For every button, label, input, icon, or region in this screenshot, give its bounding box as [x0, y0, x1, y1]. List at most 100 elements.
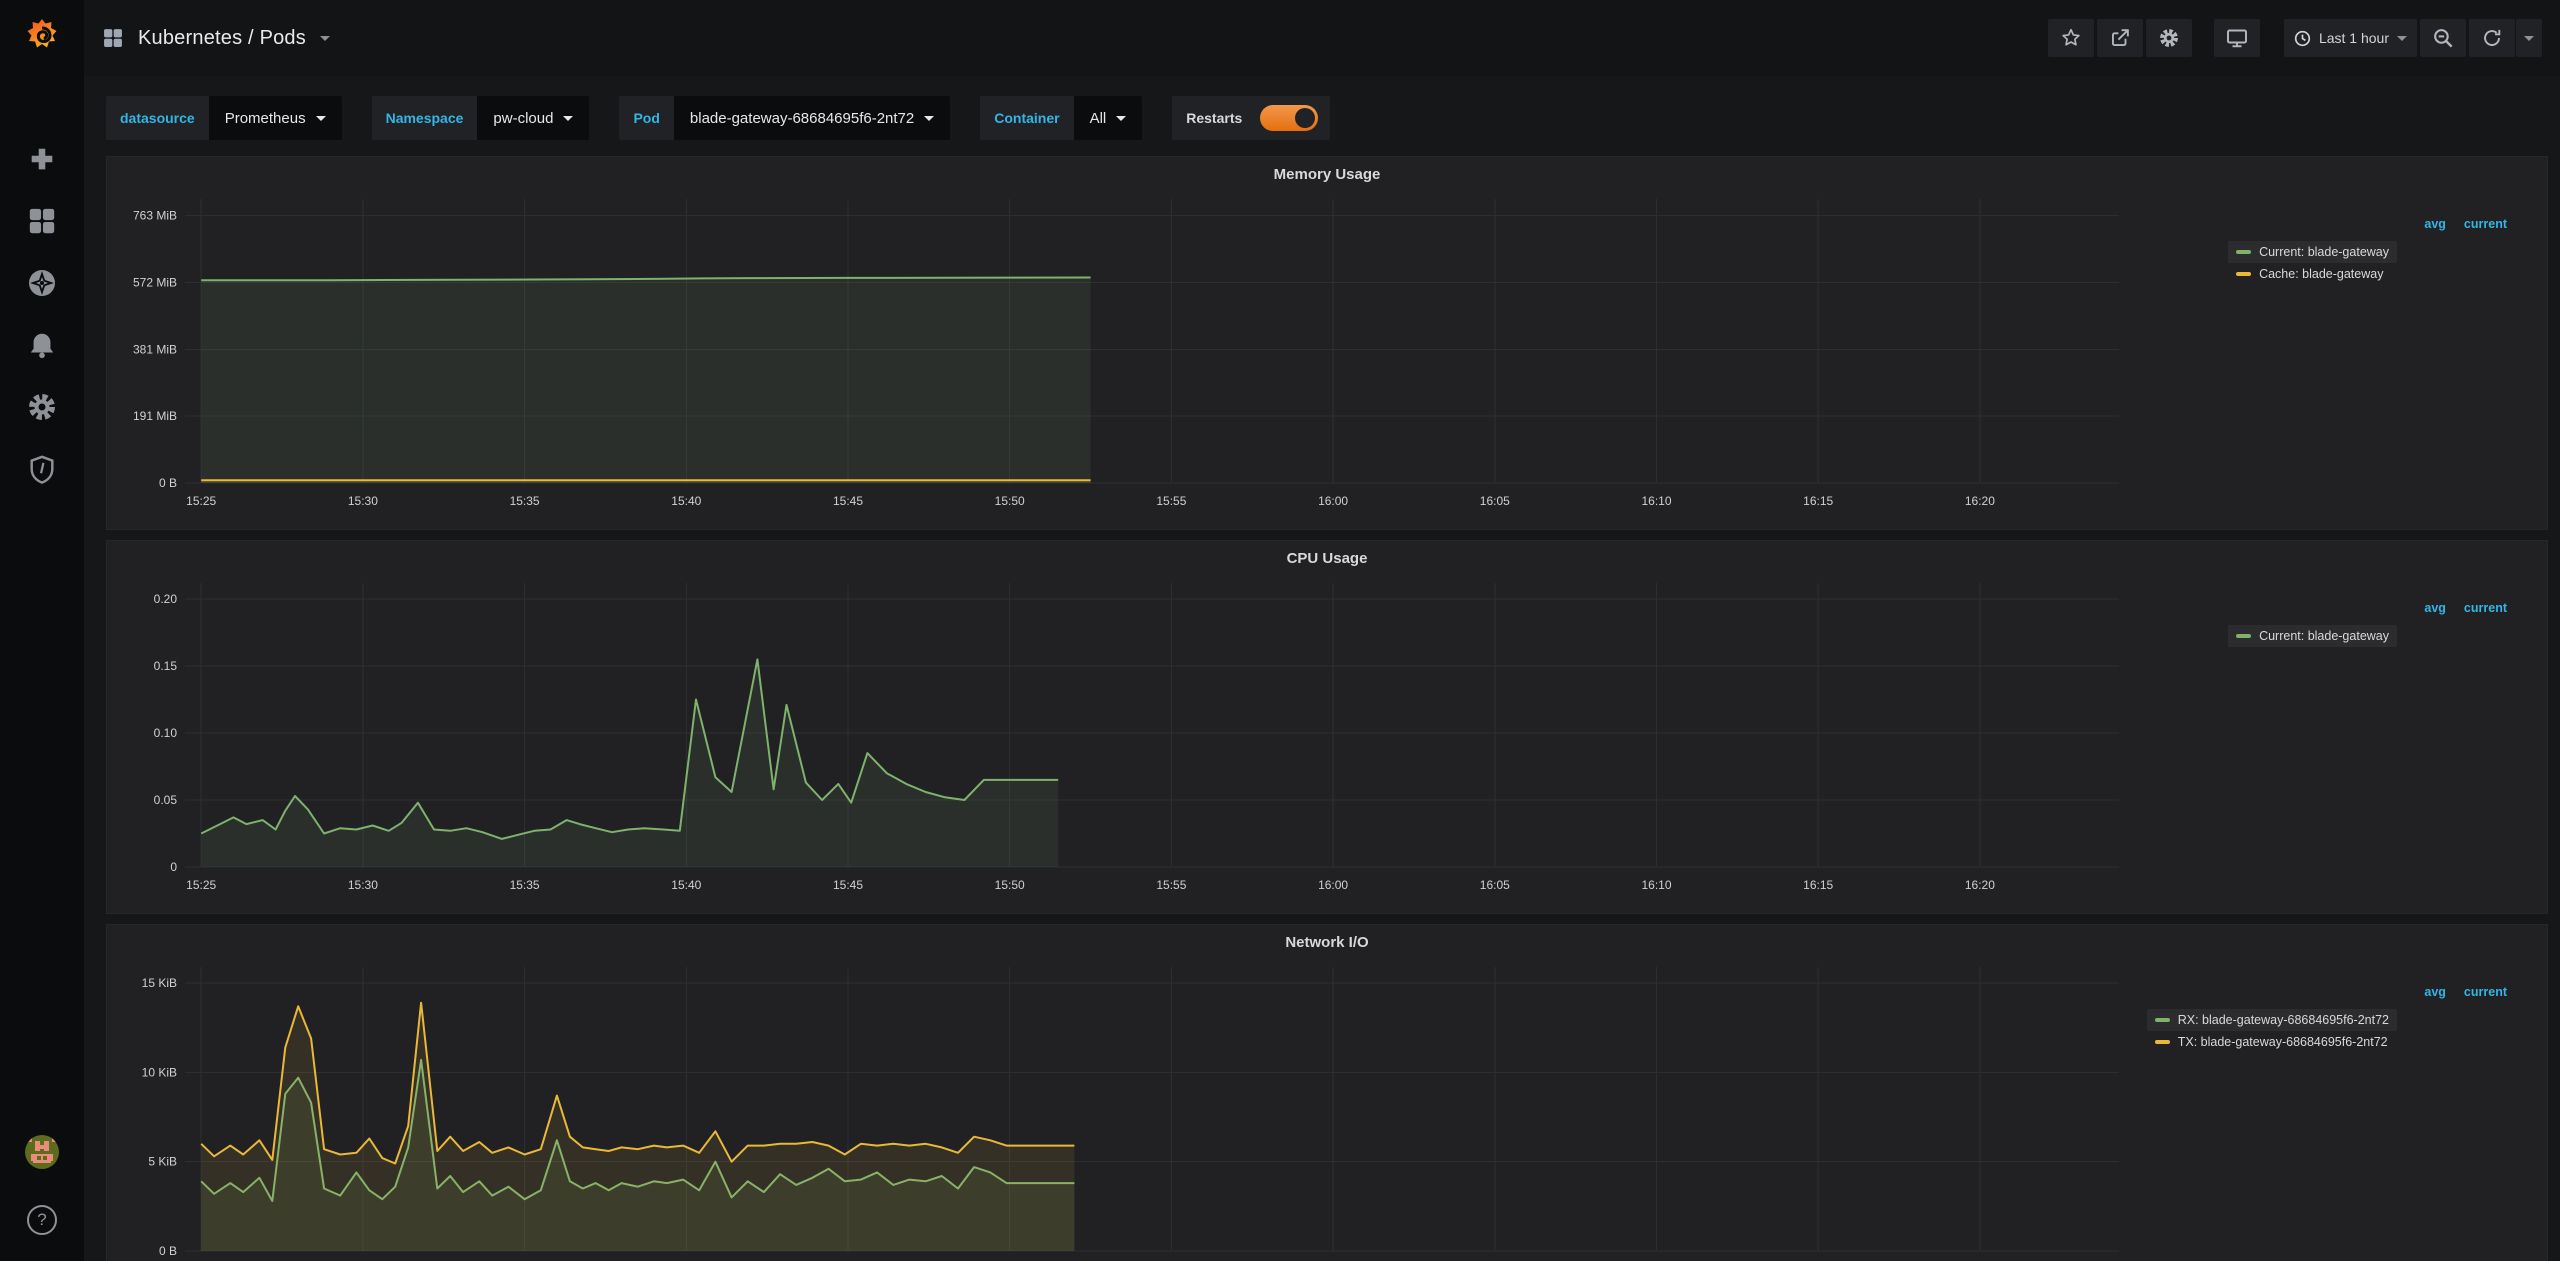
svg-text:16:20: 16:20 [1965, 878, 1995, 892]
legend-sort-avg[interactable]: avg [2424, 985, 2446, 999]
svg-text:0.10: 0.10 [154, 726, 178, 740]
compass-icon [26, 267, 58, 299]
cpu-usage-chart[interactable]: 15:2515:3015:3515:4015:4515:5015:5516:00… [107, 567, 2127, 897]
time-range-label: Last 1 hour [2319, 30, 2389, 46]
variable-label: Pod [619, 96, 673, 140]
legend-item[interactable]: Cache: blade-gateway [2228, 263, 2397, 285]
svg-text:763 MiB: 763 MiB [133, 209, 177, 223]
pod-select[interactable]: blade-gateway-68684695f6-2nt72 [674, 96, 950, 140]
variable-label: Restarts [1172, 96, 1256, 140]
chevron-down-icon [563, 116, 573, 121]
svg-text:0.20: 0.20 [154, 592, 178, 606]
series-color-swatch [2236, 272, 2251, 276]
series-color-swatch [2155, 1018, 2170, 1022]
mark-favorite-button[interactable] [2048, 19, 2094, 57]
left-sidebar: ? [0, 0, 84, 1261]
dashboards-grid-icon [27, 206, 57, 236]
breadcrumb[interactable]: Kubernetes / Pods [102, 27, 330, 50]
chevron-down-icon [316, 116, 326, 121]
dashboard-panels: Memory Usage 15:2515:3015:3515:4015:4515… [84, 154, 2560, 1261]
sidebar-item-explore[interactable] [11, 252, 73, 314]
svg-text:16:05: 16:05 [1480, 878, 1510, 892]
sidebar-item-server-admin[interactable] [11, 438, 73, 500]
legend-header: avg current [2424, 985, 2507, 999]
svg-text:191 MiB: 191 MiB [133, 409, 177, 423]
chevron-down-icon [2397, 36, 2407, 41]
legend-sort-avg[interactable]: avg [2424, 601, 2446, 615]
refresh-interval-picker[interactable] [2516, 19, 2542, 57]
datasource-value: Prometheus [225, 110, 306, 127]
svg-text:16:20: 16:20 [1965, 494, 1995, 508]
apps-grid-icon [102, 27, 124, 49]
panel-title-network-io[interactable]: Network I/O [107, 925, 2547, 951]
restarts-toggle[interactable] [1260, 105, 1318, 131]
svg-text:16:00: 16:00 [1318, 494, 1348, 508]
svg-text:572 MiB: 572 MiB [133, 275, 177, 289]
container-select[interactable]: All [1074, 96, 1143, 140]
variable-label: datasource [106, 96, 209, 140]
legend-item[interactable]: RX: blade-gateway-68684695f6-2nt72 [2147, 1009, 2397, 1031]
cpu-usage-legend: avg current Current: blade-gateway [2127, 567, 2547, 901]
panel-network-io: Network I/O 15:2515:3015:3515:4015:4515:… [106, 924, 2548, 1261]
legend-items: Current: blade-gateway [2228, 625, 2397, 647]
sidebar-item-create[interactable] [11, 128, 73, 190]
shield-icon [27, 454, 57, 484]
page-title: Kubernetes / Pods [138, 27, 306, 50]
user-avatar[interactable] [24, 1134, 60, 1175]
svg-text:15:25: 15:25 [186, 878, 216, 892]
svg-text:381 MiB: 381 MiB [133, 342, 177, 356]
toggle-knob [1295, 108, 1315, 128]
time-range-picker[interactable]: Last 1 hour [2284, 19, 2417, 57]
dashboard-settings-button[interactable] [2146, 19, 2192, 57]
sidebar-item-configuration[interactable] [11, 376, 73, 438]
sidebar-item-alerting[interactable] [11, 314, 73, 376]
question-mark-icon: ? [37, 1210, 46, 1230]
svg-text:0 B: 0 B [159, 476, 177, 490]
svg-text:0 B: 0 B [159, 1244, 177, 1258]
sidebar-item-dashboards[interactable] [11, 190, 73, 252]
cycle-view-mode-button[interactable] [2214, 19, 2260, 57]
legend-header: avg current [2424, 217, 2507, 231]
legend-items: RX: blade-gateway-68684695f6-2nt72 TX: bl… [2147, 1009, 2397, 1053]
pod-value: blade-gateway-68684695f6-2nt72 [690, 110, 914, 127]
namespace-select[interactable]: pw-cloud [477, 96, 589, 140]
svg-text:15:50: 15:50 [995, 878, 1025, 892]
svg-text:5 KiB: 5 KiB [148, 1155, 177, 1169]
series-label: Current: blade-gateway [2259, 245, 2389, 259]
variable-restarts: Restarts [1172, 96, 1330, 140]
network-io-chart[interactable]: 15:2515:3015:3515:4015:4515:5015:5516:00… [107, 951, 2127, 1261]
gear-icon [26, 391, 58, 423]
svg-text:15:35: 15:35 [510, 878, 540, 892]
legend-item[interactable]: Current: blade-gateway [2228, 625, 2397, 647]
memory-usage-legend: avg current Current: blade-gateway Cache: … [2127, 183, 2547, 517]
svg-text:0.15: 0.15 [154, 659, 178, 673]
svg-text:15:40: 15:40 [671, 878, 701, 892]
memory-usage-chart[interactable]: 15:2515:3015:3515:4015:4515:5015:5516:00… [107, 183, 2127, 513]
panel-cpu-usage: CPU Usage 15:2515:3015:3515:4015:4515:50… [106, 540, 2548, 914]
panel-title-cpu-usage[interactable]: CPU Usage [107, 541, 2547, 567]
zoom-out-button[interactable] [2420, 19, 2466, 57]
network-io-legend: avg current RX: blade-gateway-68684695f6-… [2127, 951, 2547, 1261]
datasource-select[interactable]: Prometheus [209, 96, 342, 140]
series-label: TX: blade-gateway-68684695f6-2nt72 [2178, 1035, 2388, 1049]
grafana-logo-icon [20, 14, 64, 58]
svg-text:15:45: 15:45 [833, 878, 863, 892]
share-dashboard-button[interactable] [2097, 19, 2143, 57]
chevron-down-icon [1116, 116, 1126, 121]
legend-sort-current[interactable]: current [2464, 985, 2507, 999]
grafana-logo[interactable] [16, 10, 68, 62]
variable-container: Container All [980, 96, 1142, 140]
legend-item[interactable]: TX: blade-gateway-68684695f6-2nt72 [2147, 1031, 2397, 1053]
legend-sort-avg[interactable]: avg [2424, 217, 2446, 231]
panel-title-memory-usage[interactable]: Memory Usage [107, 157, 2547, 183]
legend-item[interactable]: Current: blade-gateway [2228, 241, 2397, 263]
legend-sort-current[interactable]: current [2464, 217, 2507, 231]
svg-text:15:50: 15:50 [995, 494, 1025, 508]
legend-sort-current[interactable]: current [2464, 601, 2507, 615]
refresh-button[interactable] [2469, 19, 2515, 57]
svg-text:0: 0 [170, 860, 177, 874]
svg-text:15:55: 15:55 [1156, 878, 1186, 892]
chevron-down-icon [320, 36, 330, 41]
svg-text:15:40: 15:40 [671, 494, 701, 508]
help-button[interactable]: ? [27, 1205, 57, 1235]
